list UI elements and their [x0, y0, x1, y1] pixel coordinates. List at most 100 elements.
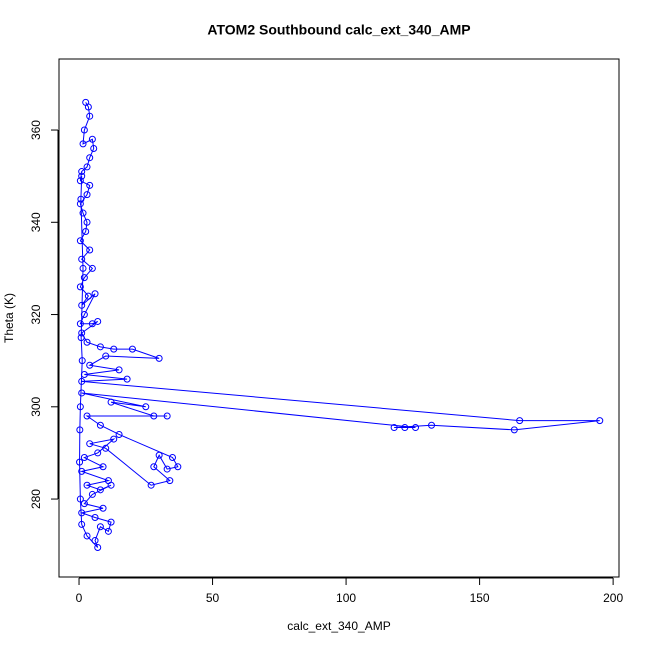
point [412, 424, 420, 432]
point [77, 195, 85, 203]
point [83, 218, 91, 226]
point [76, 237, 84, 245]
point [78, 329, 86, 337]
chart-title: ATOM2 Southbound calc_ext_340_AMP [207, 22, 470, 38]
point [390, 424, 398, 432]
point [91, 537, 99, 545]
point [86, 154, 94, 162]
point [94, 449, 102, 457]
point [80, 371, 88, 379]
point [82, 228, 90, 236]
point [76, 403, 84, 411]
point [155, 354, 163, 362]
point [80, 126, 88, 134]
point [83, 191, 91, 199]
point [166, 477, 174, 485]
point [96, 486, 104, 494]
point [110, 345, 118, 353]
point [80, 311, 88, 319]
point [596, 417, 604, 425]
point [163, 412, 171, 420]
x-tick-label: 150 [470, 591, 490, 605]
point [78, 255, 86, 263]
point [94, 317, 102, 325]
point [83, 481, 91, 489]
point [107, 481, 115, 489]
point [83, 532, 91, 540]
point [80, 500, 88, 508]
point [516, 417, 524, 425]
point [90, 144, 98, 152]
point [163, 465, 171, 473]
point [84, 103, 92, 111]
point [86, 361, 94, 369]
point [76, 283, 84, 291]
y-tick-label: 340 [29, 212, 43, 232]
point [147, 481, 155, 489]
point [80, 454, 88, 462]
point [88, 490, 96, 498]
x-tick-label: 100 [336, 591, 356, 605]
point [102, 352, 110, 360]
point [78, 357, 86, 365]
x-tick-label: 50 [206, 591, 220, 605]
point [88, 135, 96, 143]
plot-box [58, 58, 620, 578]
point [174, 463, 182, 471]
y-tick-label: 360 [29, 120, 43, 140]
point [83, 412, 91, 420]
point [99, 504, 107, 512]
point [83, 163, 91, 171]
point [86, 246, 94, 254]
point [123, 375, 131, 383]
x-tick-label: 200 [603, 591, 623, 605]
point [168, 454, 176, 462]
point [79, 264, 87, 272]
point [104, 527, 112, 535]
point [142, 403, 150, 411]
point [155, 451, 163, 459]
point [88, 264, 96, 272]
point [76, 177, 84, 185]
point [78, 172, 86, 180]
y-tick-label: 320 [29, 304, 43, 324]
point [428, 421, 436, 429]
point [78, 389, 86, 397]
point [78, 520, 86, 528]
point [150, 463, 158, 471]
point [510, 426, 518, 434]
point [76, 320, 84, 328]
point [115, 366, 123, 374]
point [86, 181, 94, 189]
point [91, 513, 99, 521]
point [107, 518, 115, 526]
point [86, 112, 94, 120]
point [78, 509, 86, 517]
point [80, 274, 88, 282]
point [128, 345, 136, 353]
point [96, 523, 104, 531]
point [99, 463, 107, 471]
point [76, 495, 84, 503]
point [115, 430, 123, 438]
x-tick-label: 0 [76, 591, 83, 605]
point [150, 412, 158, 420]
point [401, 424, 409, 432]
point [78, 377, 86, 385]
point [78, 467, 86, 475]
point [76, 458, 84, 466]
point [84, 292, 92, 300]
point [102, 444, 110, 452]
point [76, 426, 84, 434]
point [78, 301, 86, 309]
point [107, 398, 115, 406]
y-tick-label: 300 [29, 396, 43, 416]
point [76, 200, 84, 208]
point [77, 334, 85, 342]
point [86, 440, 94, 448]
point [94, 543, 102, 551]
point [96, 343, 104, 351]
point [96, 421, 104, 429]
